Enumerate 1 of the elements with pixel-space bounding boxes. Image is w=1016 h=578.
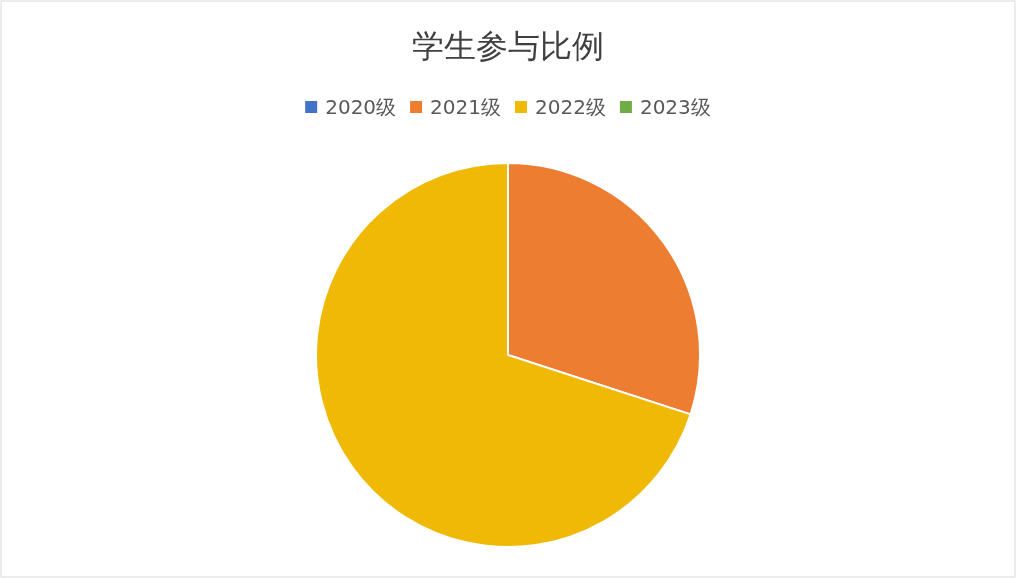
title: 学生参与比例 [412, 27, 604, 65]
